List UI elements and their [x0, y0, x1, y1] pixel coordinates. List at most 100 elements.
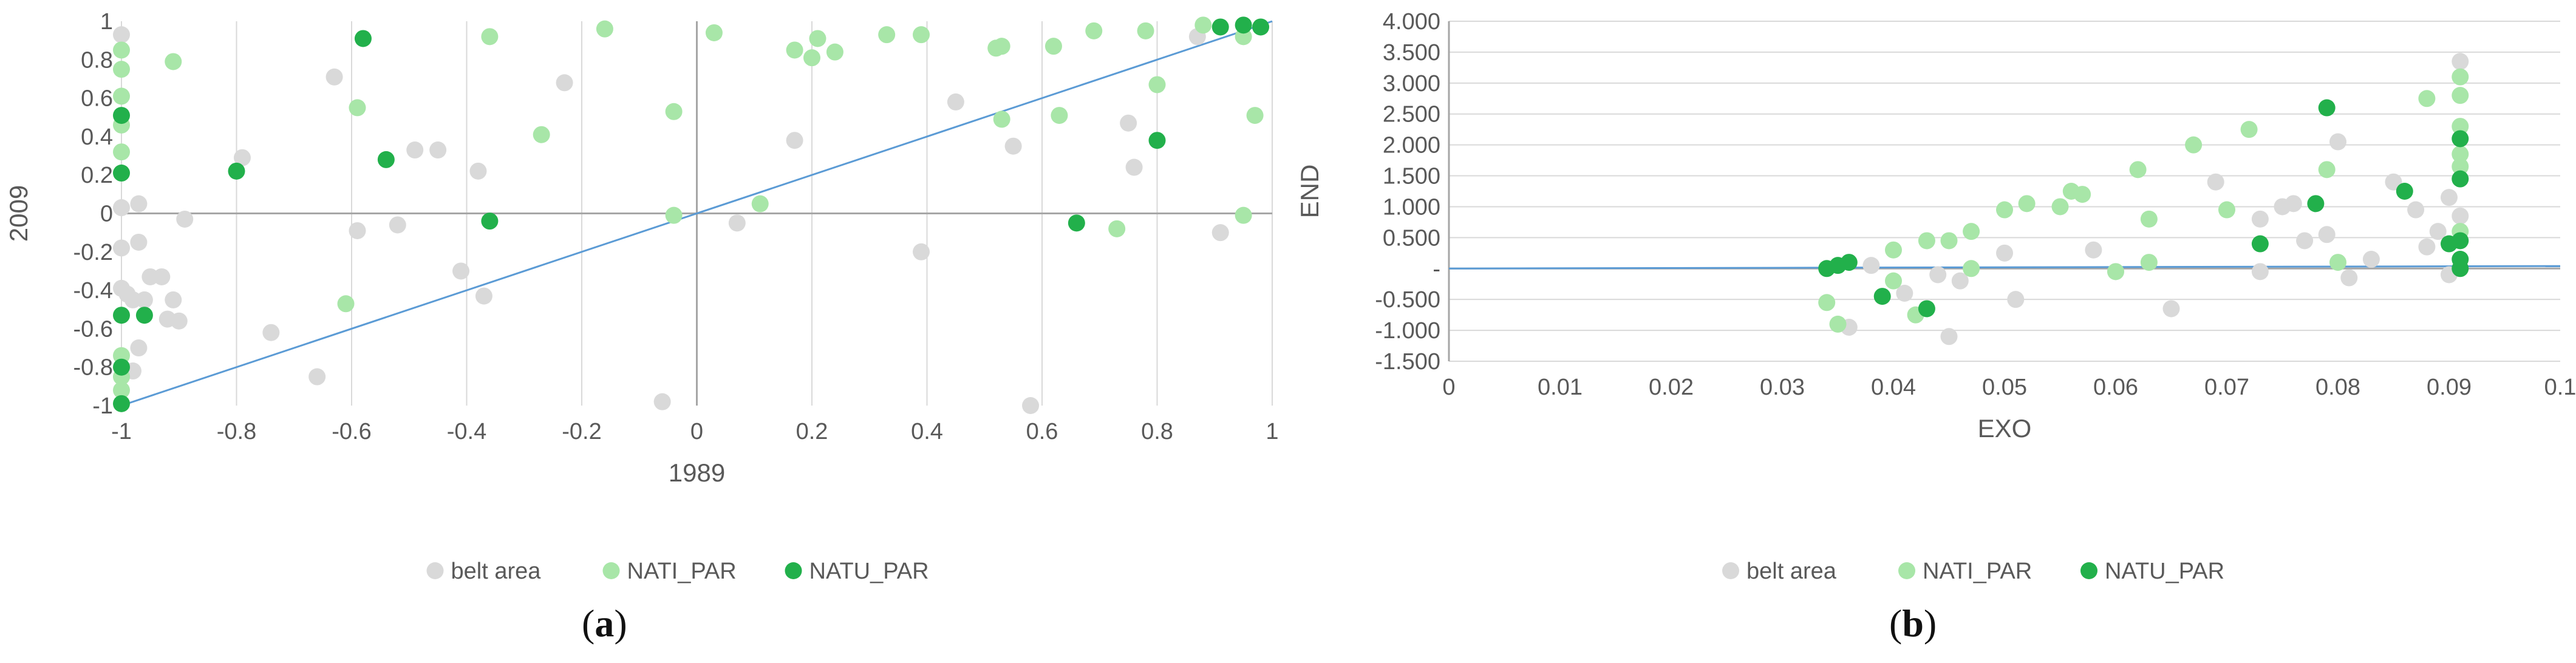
y-tick-label: -0.8: [73, 355, 113, 381]
data-point-belt-area: [1996, 244, 2013, 262]
data-point-natu-par: [2452, 232, 2469, 250]
data-point-belt-area: [2340, 269, 2358, 287]
data-point-nati-par: [481, 28, 499, 46]
y-tick-label: 0.500: [1383, 225, 1440, 251]
data-point-belt-area: [728, 214, 746, 232]
legend-label-natu-par: NATU_PAR: [809, 559, 929, 584]
data-point-natu-par: [113, 165, 130, 182]
data-point-belt-area: [325, 68, 343, 86]
data-point-natu-par: [2452, 130, 2469, 148]
legend-marker-nati-par: [602, 562, 620, 579]
x-tick-label: -0.2: [562, 419, 601, 444]
data-point-nati-par: [786, 41, 803, 59]
legend-label-nati-par: NATI_PAR: [1923, 559, 2032, 584]
data-point-belt-area: [135, 291, 153, 308]
data-point-natu-par: [113, 395, 130, 412]
x-tick-label: -0.4: [447, 419, 486, 444]
data-point-natu-par: [135, 307, 153, 324]
y-axis-title: END: [1295, 165, 1324, 219]
data-point-nati-par: [1085, 22, 1103, 39]
legend-label-natu-par: NATU_PAR: [2105, 559, 2224, 584]
data-point-natu-par: [1068, 214, 1085, 232]
data-point-natu-par: [2307, 195, 2325, 212]
legend-marker-nati-par: [1898, 562, 1915, 579]
data-point-nati-par: [878, 26, 896, 44]
x-tick-label: 1: [1266, 419, 1278, 444]
chart-panel-b: 0 0.01 0.02 0.03 0.04 0.05 0.06 0.07 0.08 0.09 0.1…: [1288, 0, 2576, 663]
data-point-belt-area: [913, 243, 930, 260]
y-tick-label: 1.000: [1383, 194, 1440, 220]
y-axis-title: 2009: [4, 185, 33, 242]
data-point-nati-par: [913, 26, 930, 44]
data-point-nati-par: [1963, 260, 1980, 277]
y-tick-label: -0.500: [1375, 287, 1440, 313]
data-point-belt-area: [1862, 257, 1880, 274]
data-point-belt-area: [170, 312, 188, 330]
y-tick-label: 3.000: [1383, 71, 1440, 97]
data-point-nati-par: [1996, 201, 2013, 219]
data-point-natu-par: [481, 212, 499, 230]
series-nati-par: [113, 16, 1264, 399]
data-point-nati-par: [993, 38, 1010, 55]
data-point-belt-area: [262, 324, 280, 341]
data-point-natu-par: [1148, 132, 1166, 149]
data-point-natu-par: [2452, 260, 2469, 277]
data-point-belt-area: [308, 368, 326, 386]
data-point-belt-area: [113, 26, 130, 44]
data-point-nati-par: [349, 99, 366, 117]
data-point-belt-area: [1940, 328, 1958, 345]
data-point-belt-area: [556, 74, 573, 92]
y-tick-label: 2.500: [1383, 102, 1440, 127]
data-point-belt-area: [113, 239, 130, 257]
y-tick-label: -1.000: [1375, 318, 1440, 344]
data-point-natu-par: [1840, 254, 1858, 271]
data-point-nati-par: [2140, 254, 2158, 271]
data-point-natu-par: [113, 307, 130, 324]
data-point-nati-par: [2129, 161, 2147, 178]
data-point-belt-area: [130, 195, 148, 212]
data-point-belt-area: [475, 287, 492, 305]
data-point-nati-par: [2240, 121, 2258, 138]
legend-marker-natu-par: [2080, 562, 2097, 579]
series-nati-par: [1818, 68, 2469, 333]
series-natu-par: [113, 16, 1270, 412]
data-point-belt-area: [1125, 158, 1143, 176]
y-tick-label: 0.2: [81, 163, 113, 188]
data-point-nati-par: [1885, 272, 1902, 290]
data-point-belt-area: [2007, 291, 2025, 308]
data-point-belt-area: [389, 216, 406, 234]
data-point-nati-par: [2452, 118, 2469, 135]
data-point-belt-area: [1929, 266, 1947, 284]
data-point-belt-area: [2418, 238, 2436, 256]
legend-marker-natu-par: [785, 562, 802, 579]
data-point-nati-par: [2107, 263, 2124, 280]
data-point-natu-par: [2396, 183, 2413, 200]
data-point-nati-par: [2074, 186, 2091, 203]
data-point-natu-par: [113, 358, 130, 376]
data-point-belt-area: [452, 262, 470, 280]
data-point-nati-par: [1051, 107, 1068, 124]
data-point-natu-par: [354, 30, 372, 47]
y-tick-label: 1: [100, 9, 113, 35]
data-point-nati-par: [113, 87, 130, 105]
x-tick-label: 0.06: [2093, 375, 2138, 400]
data-point-nati-par: [1918, 232, 1935, 250]
data-point-nati-par: [2051, 198, 2069, 216]
y-tick-label: 0.6: [81, 86, 113, 112]
data-point-belt-area: [786, 132, 803, 149]
data-point-belt-area: [1211, 224, 1229, 242]
data-point-nati-par: [533, 126, 550, 143]
data-point-belt-area: [2251, 210, 2269, 228]
legend-label-belt-area: belt area: [1746, 559, 1837, 584]
scatter-chart-exo-vs-end: 0 0.01 0.02 0.03 0.04 0.05 0.06 0.07 0.08 0.09 0.1…: [1295, 9, 2576, 584]
y-tick-label: -1: [92, 393, 113, 419]
data-point-natu-par: [377, 151, 395, 168]
legend-label-nati-par: NATI_PAR: [627, 559, 737, 584]
data-point-belt-area: [2329, 133, 2346, 151]
legend-label-belt-area: belt area: [451, 559, 542, 584]
y-tick-label: 2.000: [1383, 133, 1440, 158]
chart-panel-a: -1 -0.8 -0.6 -0.4 -0.2 0 0.2 0.4 0.6 0.8 1 -1 -0.8 -0…: [4, 9, 1279, 645]
data-point-nati-par: [1148, 76, 1166, 93]
x-tick-label: 0.4: [911, 419, 943, 444]
data-point-natu-par: [2318, 99, 2336, 117]
